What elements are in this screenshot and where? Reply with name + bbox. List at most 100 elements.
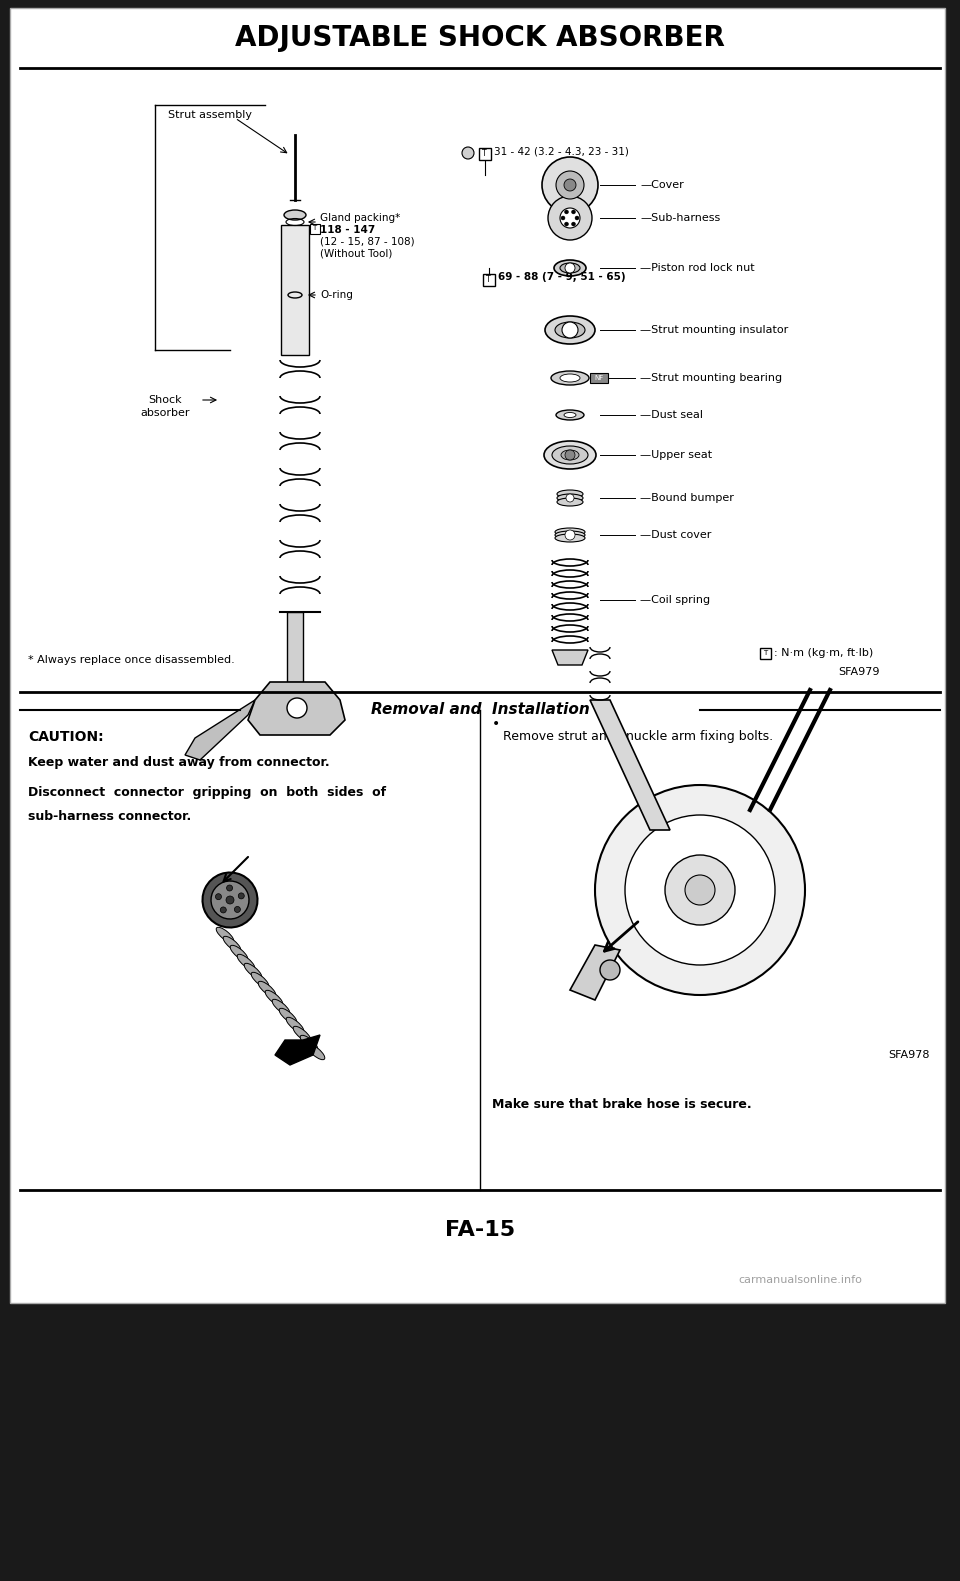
Text: SFA979: SFA979 [838,667,880,677]
Text: (12 - 15, 87 - 108): (12 - 15, 87 - 108) [320,237,415,247]
Ellipse shape [555,323,585,338]
Ellipse shape [557,498,583,506]
Text: CAUTION:: CAUTION: [28,730,104,745]
Ellipse shape [544,441,596,470]
Text: * Always replace once disassembled.: * Always replace once disassembled. [28,655,235,666]
Bar [281,225,309,356]
Text: —Strut mounting bearing: —Strut mounting bearing [640,373,782,383]
Text: NF: NF [594,375,604,381]
Ellipse shape [556,409,584,421]
Circle shape [571,210,575,213]
Text: carmanualsonline.info: carmanualsonline.info [738,1274,862,1285]
Text: 69 - 88 (7 - 9, 51 - 65): 69 - 88 (7 - 9, 51 - 65) [498,272,626,281]
Circle shape [685,874,715,904]
Ellipse shape [555,534,585,542]
Ellipse shape [230,945,248,961]
Circle shape [215,893,222,900]
Text: ADJUSTABLE SHOCK ABSORBER: ADJUSTABLE SHOCK ABSORBER [235,24,725,52]
Circle shape [595,786,805,994]
Ellipse shape [307,1045,324,1059]
Circle shape [564,221,568,226]
Ellipse shape [252,972,269,988]
FancyBboxPatch shape [10,8,945,1303]
Circle shape [220,907,227,912]
Ellipse shape [223,936,241,952]
Circle shape [560,209,580,228]
Text: (Without Tool): (Without Tool) [320,248,393,259]
Ellipse shape [279,1009,297,1024]
Text: Gland packing*: Gland packing* [320,213,400,223]
Text: Removal and  Installation: Removal and Installation [371,702,589,718]
Text: Strut assembly: Strut assembly [168,111,252,120]
Ellipse shape [244,963,262,979]
Text: FA-15: FA-15 [444,1221,516,1240]
Circle shape [562,323,578,338]
FancyBboxPatch shape [483,274,494,286]
Polygon shape [552,650,588,666]
Ellipse shape [265,990,283,1006]
Text: 31 - 42 (3.2 - 4.3, 23 - 31): 31 - 42 (3.2 - 4.3, 23 - 31) [494,145,629,157]
Text: Disconnect  connector  gripping  on  both  sides  of: Disconnect connector gripping on both si… [28,786,386,798]
Text: 118 - 147: 118 - 147 [320,225,375,236]
Circle shape [542,157,598,213]
Text: Make sure that brake hose is secure.: Make sure that brake hose is secure. [492,1099,752,1111]
Ellipse shape [545,316,595,345]
Text: T: T [312,226,317,231]
Text: —Upper seat: —Upper seat [640,451,712,460]
Ellipse shape [560,375,580,383]
Circle shape [227,885,232,892]
Text: sub-harness connector.: sub-harness connector. [28,809,191,824]
Circle shape [548,196,592,240]
Text: —Sub-harness: —Sub-harness [640,213,720,223]
Text: —Piston rod lock nut: —Piston rod lock nut [640,262,755,274]
Circle shape [234,906,240,912]
Bar [590,373,608,383]
Ellipse shape [554,259,586,277]
Polygon shape [590,700,670,830]
Ellipse shape [203,873,257,928]
Text: T: T [763,650,767,656]
Circle shape [566,493,574,503]
Ellipse shape [557,493,583,503]
FancyBboxPatch shape [478,147,491,160]
Ellipse shape [211,881,249,919]
Ellipse shape [552,446,588,463]
Ellipse shape [557,490,583,498]
Circle shape [565,262,575,274]
Ellipse shape [555,531,585,539]
Polygon shape [275,1036,320,1066]
Circle shape [565,451,575,460]
Text: T: T [486,275,491,285]
FancyBboxPatch shape [309,223,320,234]
Text: T: T [482,149,487,158]
Text: Shock: Shock [148,395,181,405]
Text: —Dust seal: —Dust seal [640,409,703,421]
Polygon shape [248,681,345,735]
Ellipse shape [564,413,576,417]
Text: —Strut mounting insulator: —Strut mounting insulator [640,326,788,335]
Ellipse shape [237,955,254,969]
Text: Keep water and dust away from connector.: Keep water and dust away from connector. [28,756,329,768]
Text: —Coil spring: —Coil spring [640,594,710,606]
Ellipse shape [273,999,290,1015]
Circle shape [665,855,735,925]
Ellipse shape [561,451,579,460]
Text: SFA978: SFA978 [889,1050,930,1059]
Bar [287,612,303,681]
Text: Remove strut and knuckle arm fixing bolts.: Remove strut and knuckle arm fixing bolt… [503,730,773,743]
Ellipse shape [258,982,276,996]
Ellipse shape [293,1026,311,1042]
Circle shape [556,171,584,199]
Text: —Cover: —Cover [640,180,684,190]
Circle shape [561,217,565,220]
Ellipse shape [555,528,585,536]
Circle shape [462,147,474,160]
Text: •: • [492,718,500,730]
Circle shape [564,210,568,213]
Text: O-ring: O-ring [320,289,353,300]
Text: —Dust cover: —Dust cover [640,530,711,541]
Text: absorber: absorber [140,408,190,417]
Circle shape [564,179,576,191]
Circle shape [571,221,575,226]
Text: —Bound bumper: —Bound bumper [640,493,733,503]
